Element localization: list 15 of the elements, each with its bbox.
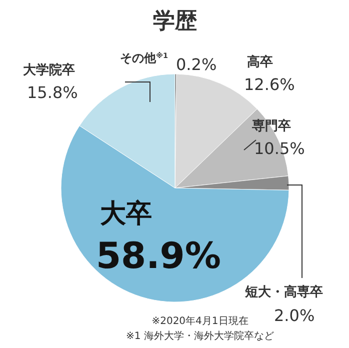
data-label: 15.8% [27,83,78,102]
slice-label: 大学院卒 [23,62,75,78]
data-label: 12.6% [244,75,295,94]
text: ※2020年4月1日現在 [152,315,248,327]
text: ※1 海外大学・海外大学院卒など [126,330,274,342]
slice-label: 大卒 [100,199,152,229]
slice-label: 専門卒 [251,118,291,134]
chart-title: 学歴 [153,9,197,34]
data-label: 2.0% [274,306,315,325]
data-label: 0.2% [176,55,217,74]
data-label: 58.9% [96,236,221,277]
slice-label: 短大・高専卒 [244,284,323,300]
slice-label: その他$^{※1}$ [120,50,168,65]
slice-label: 高卒 [247,54,273,70]
data-label: 10.5% [254,139,305,158]
